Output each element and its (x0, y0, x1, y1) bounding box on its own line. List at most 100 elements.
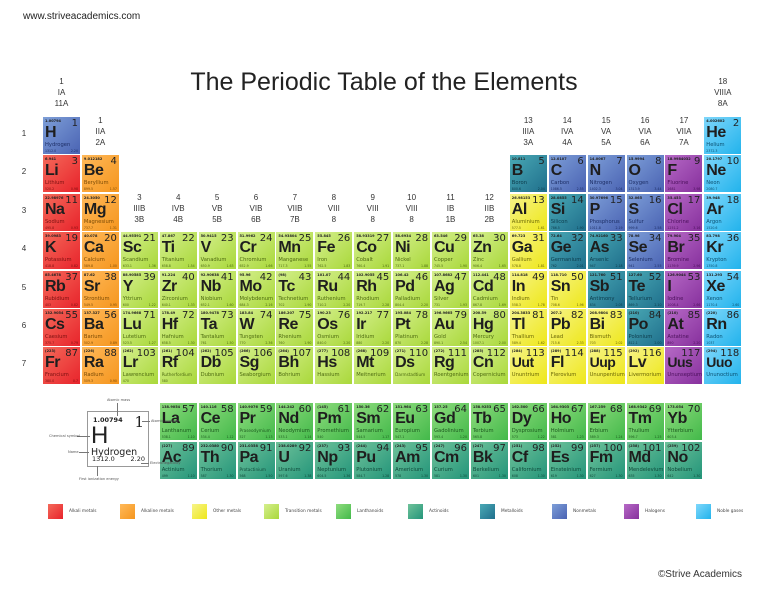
element-argon[interactable]: 39.948 18 Ar Argon 1520.6 (704, 193, 742, 231)
element-yttrium[interactable]: 88.90585 39 Y Yttrium 600 1.22 (120, 270, 158, 308)
element-cobalt[interactable]: 58.93319 27 Co Cobalt 760.4 1.91 (354, 232, 392, 270)
element-silicon[interactable]: 28.0855 14 Si Silicon 786.5 1.90 (548, 193, 586, 231)
element-palladium[interactable]: 106.42 46 Pd Palladium 804.4 2.20 (393, 270, 431, 308)
element-europium[interactable]: 151.964 63 Eu Europium 547.1 (393, 403, 431, 440)
element-meitnerium[interactable]: (268) 109 Mt Meitnerium (354, 347, 392, 385)
element-sulfur[interactable]: 32.065 16 S Sulfur 999.6 2.58 (626, 193, 664, 231)
element-rutherfordium[interactable]: (261) 104 Rf Rutherfordium 580 (159, 347, 197, 385)
element-roentgenium[interactable]: (272) 111 Rg Roentgenium (432, 347, 469, 385)
element-lutetium[interactable]: 174.9668 71 Lu Lutetium 523.5 1.27 (120, 309, 158, 346)
element-darmstadtium[interactable]: (271) 110 Ds Darmstadtium (393, 347, 431, 385)
element-thorium[interactable]: 232.0380 90 Th Thorium 587 1.30 (198, 441, 236, 479)
element-chlorine[interactable]: 35.453 17 Cl Chlorine 1251.2 3.16 (665, 193, 703, 231)
element-radium[interactable]: (226) 88 Ra Radium 509.3 0.90 (81, 347, 119, 385)
element-fluorine[interactable]: 18.9984032 9 F Fluorine 1681 3.98 (665, 155, 703, 193)
element-ytterbium[interactable]: 173.054 70 Yb Ytterbium 603.4 (665, 403, 703, 440)
element-ununoctium[interactable]: (294) 118 Uuo Ununoctium (704, 347, 742, 385)
element-bohrium[interactable]: (264) 107 Bh Bohrium (276, 347, 314, 385)
element-neodymium[interactable]: 144.242 60 Nd Neodymium 533.1 1.14 (276, 403, 314, 440)
element-caesium[interactable]: 132.9054 55 Cs Caesium 375.7 0.79 (43, 309, 80, 346)
element-calcium[interactable]: 40.078 20 Ca Calcium 589.8 1.00 (81, 232, 119, 270)
element-tantalum[interactable]: 180.9478 73 Ta Tantalum 761 1.50 (198, 309, 236, 346)
element-potassium[interactable]: 39.0983 19 K Potassium 418.8 0.82 (43, 232, 80, 270)
element-dubnium[interactable]: (262) 105 Db Dubnium (198, 347, 236, 385)
element-francium[interactable]: (223) 87 Fr Francium 380.0 0.7 (43, 347, 80, 385)
element-beryllium[interactable]: 9.012182 4 Be Beryllium 899.5 1.57 (81, 155, 119, 193)
element-lead[interactable]: 207.2 82 Pb Lead 715.6 2.33 (548, 309, 586, 346)
element-tungsten[interactable]: 183.84 74 W Tungsten 770 2.36 (237, 309, 275, 346)
element-berkelium[interactable]: (247) 97 Bk Berkelium 601 1.30 (470, 441, 508, 479)
element-hafnium[interactable]: 178.49 72 Hf Hafnium 658.5 1.30 (159, 309, 197, 346)
element-dysprosium[interactable]: 162.500 66 Dy Dysprosium 573 1.22 (509, 403, 547, 440)
element-protactinium[interactable]: 231.0358 91 Pa Protactinium 568 1.50 (237, 441, 275, 479)
element-fermium[interactable]: (257) 100 Fm Fermium 627 1.30 (587, 441, 625, 479)
element-barium[interactable]: 137.327 56 Ba Barium 502.9 0.89 (81, 309, 119, 346)
element-mendelevium[interactable]: (258) 101 Md Mendelevium 635 1.30 (626, 441, 664, 479)
element-polonium[interactable]: (210) 84 Po Polonium 812.1 2.00 (626, 309, 664, 346)
element-indium[interactable]: 114.818 49 In Indium 558.3 1.78 (509, 270, 547, 308)
element-curium[interactable]: (247) 96 Cm Curium 581 1.30 (432, 441, 469, 479)
element-erbium[interactable]: 167.259 68 Er Erbium 589.3 1.24 (587, 403, 625, 440)
element-flerovium[interactable]: (289) 114 Fl Flerovium (548, 347, 586, 385)
element-aluminium[interactable]: 26.98153 13 Al Aluminium 577.5 1.61 (509, 193, 547, 231)
element-platinum[interactable]: 195.084 78 Pt Platinum 870 2.28 (393, 309, 431, 346)
element-cadmium[interactable]: 112.441 48 Cd Cadmium 867.8 1.69 (470, 270, 508, 308)
element-hassium[interactable]: (277) 108 Hs Hassium (315, 347, 353, 385)
element-samarium[interactable]: 150.36 62 Sm Samarium 544.5 1.17 (354, 403, 392, 440)
element-holmium[interactable]: 164.9303 67 Ho Holmium 581 1.23 (548, 403, 586, 440)
element-lanthanum[interactable]: 138.9054 57 La Lanthanum 538.1 1.10 (159, 403, 197, 440)
element-ruthenium[interactable]: 101.07 44 Ru Ruthenium 710.2 2.20 (315, 270, 353, 308)
element-lithium[interactable]: 6.941 3 Li Lithium 520.2 0.98 (43, 155, 80, 193)
element-vanadium[interactable]: 50.9415 23 V Vanadium 650.9 1.63 (198, 232, 236, 270)
element-plutonium[interactable]: (244) 94 Pu Plutonium 584.7 1.28 (354, 441, 392, 479)
element-zirconium[interactable]: 91.224 40 Zr Zirconium 640.1 1.33 (159, 270, 197, 308)
element-radon[interactable]: (220) 86 Rn Radon 1037 (704, 309, 742, 346)
element-americium[interactable]: (243) 95 Am Americium 578 1.30 (393, 441, 431, 479)
element-carbon[interactable]: 12.0107 6 C Carbon 1086.5 2.55 (548, 155, 586, 193)
element-neon[interactable]: 20.1797 10 Ne Neon 2080.7 (704, 155, 742, 193)
element-mercury[interactable]: 200.59 80 Hg Mercury 1007.1 2.00 (470, 309, 508, 346)
element-titanium[interactable]: 47.867 22 Ti Titanium 658.8 1.54 (159, 232, 197, 270)
element-neptunium[interactable]: (237) 93 Np Neptunium 604.5 1.36 (315, 441, 353, 479)
element-gadolinium[interactable]: 157.25 64 Gd Gadolinium 593.4 1.20 (432, 403, 469, 440)
element-iodine[interactable]: 126.9044 53 I Iodine 1008.4 2.66 (665, 270, 703, 308)
element-uranium[interactable]: 238.0289 92 U Uranium 597.6 1.38 (276, 441, 314, 479)
element-rubidium[interactable]: 85.4678 37 Rb Rubidium 403 0.82 (43, 270, 80, 308)
element-technetium[interactable]: (98) 43 Tc Technetium 702 1.90 (276, 270, 314, 308)
element-gallium[interactable]: 69.723 31 Ga Gallium 578.8 1.81 (509, 232, 547, 270)
element-livermorium[interactable]: (292) 116 Lv Livermorium (626, 347, 664, 385)
element-magnesium[interactable]: 24.3050 12 Mg Magnesium 737.7 1.31 (81, 193, 119, 231)
element-xenon[interactable]: 131.293 54 Xe Xenon 1170.4 2.60 (704, 270, 742, 308)
element-helium[interactable]: 4.002602 2 He Helium 2372.3 (704, 117, 742, 154)
element-seaborgium[interactable]: (266) 106 Sg Seaborgium (237, 347, 275, 385)
element-lawrencium[interactable]: (262) 103 Lr Lawrencium 470 (120, 347, 158, 385)
element-manganese[interactable]: 54.93804 25 Mn Manganese 717.3 1.55 (276, 232, 314, 270)
element-niobium[interactable]: 92.90638 41 Nb Niobium 652.1 1.60 (198, 270, 236, 308)
element-strontium[interactable]: 87.62 38 Sr Strontium 549.5 0.95 (81, 270, 119, 308)
element-hydrogen[interactable]: 1.00794 1 H Hydrogen 1312.0 2.20 (43, 117, 80, 154)
element-nobelium[interactable]: (259) 102 No Nobelium 642 1.30 (665, 441, 703, 479)
element-praseodymium[interactable]: 140.9076 59 Pr Praseodymium 527 1.13 (237, 403, 275, 440)
element-silver[interactable]: 107.8682 47 Ag Silver 731 1.93 (432, 270, 469, 308)
element-oxygen[interactable]: 15.9994 8 O Oxygen 1313.9 3.44 (626, 155, 664, 193)
element-rhodium[interactable]: 102.9055 45 Rh Rhodium 719.7 2.28 (354, 270, 392, 308)
element-chromium[interactable]: 51.9962 24 Cr Chromium 652.9 1.66 (237, 232, 275, 270)
site-url[interactable]: www.striveacademics.com (23, 11, 141, 22)
element-promethium[interactable]: (145) 61 Pm Promethium 540 (315, 403, 353, 440)
element-nickel[interactable]: 58.6934 28 Ni Nickel 737.1 1.88 (393, 232, 431, 270)
element-krypton[interactable]: 83.798 36 Kr Krypton 1350.8 (704, 232, 742, 270)
element-rhenium[interactable]: 186.207 75 Re Rhenium 760 1.90 (276, 309, 314, 346)
element-sodium[interactable]: 22.98976 11 Na Sodium 495.8 0.93 (43, 193, 80, 231)
element-astatine[interactable]: (210) 85 At Astatine 890 2.20 (665, 309, 703, 346)
element-molybdenum[interactable]: 95.96 42 Mo Molybdenum 684.3 2.16 (237, 270, 275, 308)
element-californium[interactable]: (251) 98 Cf Californium 608 1.30 (509, 441, 547, 479)
element-ununseptium[interactable]: 117 Uus Ununseptium (665, 347, 703, 385)
element-tellurium[interactable]: 127.60 52 Te Tellurium 869.3 2.10 (626, 270, 664, 308)
element-iron[interactable]: 55.845 26 Fe Iron 762.5 1.83 (315, 232, 353, 270)
element-cerium[interactable]: 140.116 58 Ce Cerium 534.4 1.12 (198, 403, 236, 440)
element-phosphorus[interactable]: 30.97696 15 P Phosphorus 1011.8 2.19 (587, 193, 625, 231)
element-thallium[interactable]: 204.3833 81 Tl Thallium 589.4 1.62 (509, 309, 547, 346)
element-actinium[interactable]: (227) 89 Ac Actinium 499 1.10 (159, 441, 197, 479)
element-bromine[interactable]: 79.904 35 Br Bromine 1139.9 2.96 (665, 232, 703, 270)
element-einsteinium[interactable]: (252) 99 Es Einsteinium 619 1.30 (548, 441, 586, 479)
